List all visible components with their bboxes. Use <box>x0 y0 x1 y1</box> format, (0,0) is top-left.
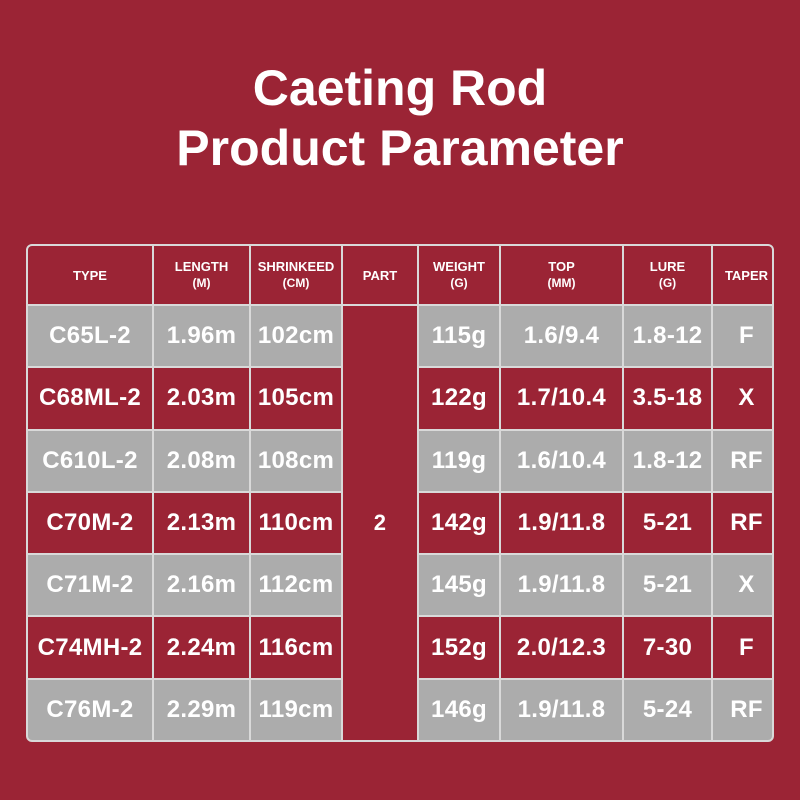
cell-taper: X <box>713 555 772 616</box>
table-row: C74MH-2 2.24m 116cm 152g 2.0/12.3 7-30 F <box>28 617 772 678</box>
cell-top: 1.7/10.4 <box>501 368 622 429</box>
cell-shrinked: 110cm <box>251 492 341 554</box>
cell-top: 1.6/10.4 <box>501 430 622 491</box>
header-type: TYPE <box>28 246 152 304</box>
cell-taper: F <box>713 306 772 367</box>
cell-shrinked: 102cm <box>251 306 341 367</box>
cell-lure: 3.5-18 <box>624 368 711 429</box>
cell-length: 2.13m <box>154 492 249 554</box>
cell-lure: 1.8-12 <box>624 430 711 491</box>
cell-taper: RF <box>713 492 772 554</box>
cell-length: 2.03m <box>154 368 249 429</box>
cell-type: C68ML-2 <box>28 368 152 429</box>
cell-shrinked: 105cm <box>251 368 341 429</box>
cell-type: C65L-2 <box>28 306 152 367</box>
cell-length: 2.29m <box>154 679 249 740</box>
header-part: PART <box>343 246 417 304</box>
cell-taper: F <box>713 617 772 678</box>
title-line-2: Product Parameter <box>176 120 624 176</box>
cell-type: C610L-2 <box>28 430 152 491</box>
cell-top: 2.0/12.3 <box>501 617 622 678</box>
title-line-1: Caeting Rod <box>252 60 548 116</box>
cell-shrinked: 119cm <box>251 679 341 740</box>
cell-length: 2.16m <box>154 555 249 616</box>
cell-type: C74MH-2 <box>28 617 152 678</box>
table-row: C76M-2 2.29m 119cm 146g 1.9/11.8 5-24 RF <box>28 679 772 740</box>
cell-top: 1.9/11.8 <box>501 555 622 616</box>
cell-taper: X <box>713 368 772 429</box>
cell-shrinked: 112cm <box>251 555 341 616</box>
cell-type: C71M-2 <box>28 555 152 616</box>
header-length: LENGTH (M) <box>154 246 249 304</box>
cell-shrinked: 108cm <box>251 430 341 491</box>
cell-length: 1.96m <box>154 306 249 367</box>
cell-type: C70M-2 <box>28 492 152 554</box>
cell-lure: 5-21 <box>624 492 711 554</box>
page-title: Caeting Rod Product Parameter <box>0 58 800 178</box>
table-row: C610L-2 2.08m 108cm 119g 1.6/10.4 1.8-12… <box>28 430 772 491</box>
cell-lure: 5-24 <box>624 679 711 740</box>
header-taper: TAPER <box>713 246 772 304</box>
cell-part: 2 <box>343 306 417 740</box>
table-row: C65L-2 1.96m 102cm 2 115g 1.6/9.4 1.8-12… <box>28 306 772 740</box>
cell-type: C76M-2 <box>28 679 152 740</box>
header-weight: WEIGHT (G) <box>419 246 499 304</box>
cell-taper: RF <box>713 430 772 491</box>
cell-weight: 122g <box>419 368 499 429</box>
cell-taper: RF <box>713 679 772 740</box>
cell-weight: 115g <box>419 306 499 367</box>
table-row: C71M-2 2.16m 112cm 145g 1.9/11.8 5-21 X <box>28 555 772 616</box>
header-lure: LURE (G) <box>624 246 711 304</box>
cell-lure: 5-21 <box>624 555 711 616</box>
cell-length: 2.24m <box>154 617 249 678</box>
cell-weight: 145g <box>419 555 499 616</box>
table-row: C68ML-2 2.03m 105cm 122g 1.7/10.4 3.5-18… <box>28 368 772 429</box>
cell-weight: 142g <box>419 492 499 554</box>
parameter-table: TYPE LENGTH (M) SHRINKEED (CM) PART WEIGHT… <box>26 244 774 742</box>
cell-top: 1.9/11.8 <box>501 679 622 740</box>
cell-top: 1.9/11.8 <box>501 492 622 554</box>
cell-lure: 1.8-12 <box>624 306 711 367</box>
cell-weight: 146g <box>419 679 499 740</box>
table-row: C70M-2 2.13m 110cm 142g 1.9/11.8 5-21 RF <box>28 492 772 554</box>
cell-length: 2.08m <box>154 430 249 491</box>
cell-shrinked: 116cm <box>251 617 341 678</box>
cell-weight: 152g <box>419 617 499 678</box>
table-header-row: TYPE LENGTH (M) SHRINKEED (CM) PART WEIGHT… <box>28 246 772 304</box>
cell-top: 1.6/9.4 <box>501 306 622 367</box>
cell-weight: 119g <box>419 430 499 491</box>
cell-lure: 7-30 <box>624 617 711 678</box>
header-shrinked: SHRINKEED (CM) <box>251 246 341 304</box>
header-top: TOP (MM) <box>501 246 622 304</box>
